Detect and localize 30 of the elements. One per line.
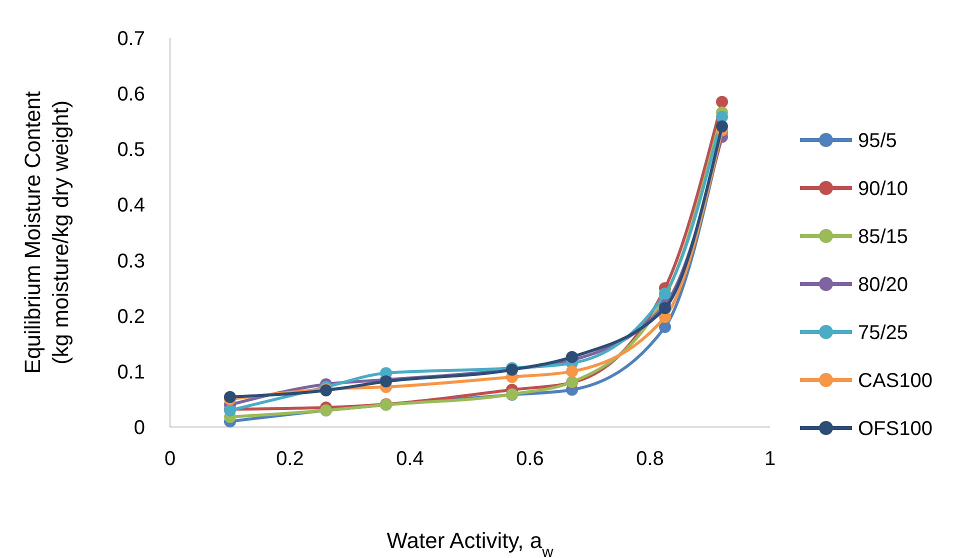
legend-label: 90/10 [858, 178, 908, 200]
point [659, 302, 671, 314]
legend-label: OFS100 [858, 418, 932, 440]
y-tick-label: 0.6 [117, 84, 145, 106]
x-tick-label: 0.6 [516, 448, 544, 470]
y-tick-label: 0.5 [117, 139, 145, 162]
legend-label: 95/5 [858, 130, 897, 152]
x-tick-label: 0.2 [276, 448, 304, 470]
point [659, 288, 671, 300]
legend-label: 80/20 [858, 274, 908, 296]
y-tick-label: 0.3 [117, 250, 145, 272]
y-axis-title: Equilibrium Moisture Content (kg moisture/kg dry weight) [20, 91, 73, 374]
point [566, 350, 578, 363]
legend-label: 85/15 [858, 226, 908, 248]
y-tick-label: 0.7 [117, 28, 145, 50]
y-tick-label: 0.4 [117, 194, 145, 217]
y-tick-label: 0.1 [117, 361, 145, 384]
y-tick-label: 0.2 [117, 306, 145, 328]
x-tick-label: 1 [764, 448, 776, 470]
point [224, 390, 236, 403]
x-tick-label: 0 [164, 448, 176, 470]
point [716, 120, 728, 132]
point [566, 365, 578, 378]
x-axis-title: Water Activity, a$_{w}$ [386, 528, 554, 558]
legend-label: 75/25 [858, 322, 908, 344]
x-tick-label: 0.4 [396, 448, 424, 470]
x-tick-label: 0.8 [636, 448, 664, 470]
legend-label: CAS100 [858, 370, 932, 392]
point [716, 96, 728, 108]
y-tick-label: 0 [134, 417, 145, 439]
